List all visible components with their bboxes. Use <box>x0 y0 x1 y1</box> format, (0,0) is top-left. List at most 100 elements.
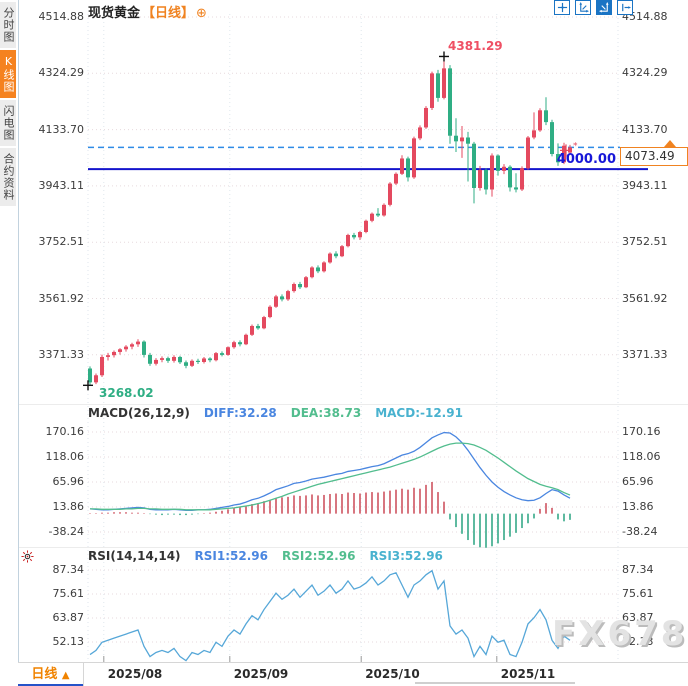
sidebar-tab-lightning[interactable]: 闪电图 <box>0 100 16 146</box>
candle-body <box>94 375 98 383</box>
period-tag: 【日线】 <box>142 6 195 21</box>
candle-body <box>394 173 398 184</box>
candle-body <box>508 166 512 188</box>
period-selected-underline <box>18 684 83 686</box>
candle-body <box>280 296 284 300</box>
candle-body <box>130 344 134 347</box>
sidebar-tab-timeline[interactable]: 分时图 <box>0 2 16 48</box>
candle-body <box>322 262 326 272</box>
macd-axis-label: 13.86 <box>52 500 85 513</box>
macd-axis-label: -38.24 <box>48 525 84 538</box>
candle-body <box>556 154 560 163</box>
scrollbar[interactable] <box>415 682 575 684</box>
candle-body <box>286 291 290 300</box>
rsi-axis-label: 87.34 <box>52 563 85 576</box>
price-macd-separator <box>18 404 688 405</box>
scale-left-icon[interactable] <box>575 0 591 15</box>
candle-body <box>358 232 362 238</box>
price-axis-label: 4324.29 <box>38 66 85 80</box>
price-axis-label: 4514.88 <box>622 10 668 23</box>
price-axis-label: 3371.33 <box>622 347 668 361</box>
candle-body <box>256 325 260 329</box>
candle-body <box>124 346 128 350</box>
candle-body <box>328 253 332 263</box>
candle-body <box>316 267 320 272</box>
candle-body <box>214 353 218 361</box>
chart-toolbar <box>554 0 633 15</box>
candle-body <box>184 362 188 366</box>
symbol-title: 现货黄金 <box>88 6 141 21</box>
price-axis-label: 3752.51 <box>38 235 85 249</box>
price-axis-label: 3943.11 <box>38 178 85 192</box>
rsi-line <box>89 569 571 662</box>
candle-body <box>202 358 206 362</box>
candle-body <box>412 138 416 178</box>
candle-body <box>244 334 248 345</box>
high-price-annotation: 4381.29 <box>448 39 503 54</box>
chart-header: 现货黄金 【日线】 ⊕ <box>88 2 207 21</box>
macd-axis-label: 13.86 <box>622 500 654 513</box>
month-label: 2025/09 <box>233 667 289 681</box>
rsi-axis-label: 52.13 <box>622 635 654 648</box>
candle-body <box>340 246 344 257</box>
rsi-axis-label: 75.61 <box>622 586 654 600</box>
rsi-header: RSI(14,14,14) RSI1:52.96 RSI2:52.96 RSI3:52… <box>88 549 457 563</box>
macd-rsi-separator <box>18 547 688 548</box>
macd-header: MACD(26,12,9) DIFF:32.28 DEA:38.73 MACD:-12… <box>88 406 477 420</box>
crosshair-icon[interactable] <box>554 0 570 15</box>
add-indicator-icon[interactable]: ⊕ <box>196 6 207 21</box>
candle-body <box>220 353 224 355</box>
candle-body <box>190 360 194 366</box>
candle-body <box>310 267 314 278</box>
candle-body <box>268 306 272 318</box>
candle-body <box>430 73 434 108</box>
candle-body <box>142 341 146 355</box>
price-axis-label: 3561.92 <box>38 291 85 305</box>
candle-body <box>562 145 566 163</box>
price-axis-label: 4133.70 <box>38 122 85 136</box>
month-label: 2025/11 <box>500 667 556 681</box>
candle-body <box>262 317 266 329</box>
macd-diff-value: DIFF:32.28 <box>203 406 277 420</box>
macd-params: MACD(26,12,9) <box>88 406 190 420</box>
candle-body <box>304 277 308 288</box>
price-axis-label: 3752.51 <box>622 235 668 249</box>
rsi-params: RSI(14,14,14) <box>88 549 181 563</box>
candle-body <box>292 284 296 292</box>
macd-dea-line <box>90 442 571 511</box>
candle-body <box>418 127 422 139</box>
rsi-axis-label: 63.87 <box>52 610 85 624</box>
period-selector-label: 日线 <box>31 667 58 682</box>
candle-body <box>484 169 488 190</box>
sidebar-tab-contract-info[interactable]: 合约资料 <box>0 148 16 206</box>
candle-body <box>370 213 374 221</box>
price-axis-label: 3561.92 <box>622 291 668 305</box>
current-price-box: 4073.49 <box>620 147 688 166</box>
sidebar-tab-kline[interactable]: K线图 <box>0 50 16 98</box>
candle-body <box>526 137 530 169</box>
candle-body <box>136 341 140 345</box>
candle-body <box>478 169 482 188</box>
rsi-axis-label: 63.87 <box>622 610 654 624</box>
candle-body <box>178 356 182 363</box>
candle-body <box>472 143 476 188</box>
candle-body <box>196 360 200 362</box>
exit-right-icon[interactable] <box>617 0 633 15</box>
candle-body <box>250 325 254 335</box>
candle-body <box>112 351 116 356</box>
candle-body <box>406 158 410 178</box>
candle-body <box>448 68 452 136</box>
candle-body <box>160 358 164 360</box>
indicator-settings-icon[interactable] <box>21 548 34 567</box>
scale-right-icon[interactable] <box>596 0 612 15</box>
macd-macd-value: MACD:-12.91 <box>375 406 463 420</box>
candle-body <box>454 135 458 142</box>
rsi-axis-label: 87.34 <box>622 563 654 576</box>
candle-body <box>100 356 104 376</box>
candle-body <box>466 137 470 144</box>
macd-axis-label: 170.16 <box>45 425 85 438</box>
candle-body <box>118 349 122 352</box>
period-selector[interactable]: 日线 ▲ <box>18 663 84 686</box>
